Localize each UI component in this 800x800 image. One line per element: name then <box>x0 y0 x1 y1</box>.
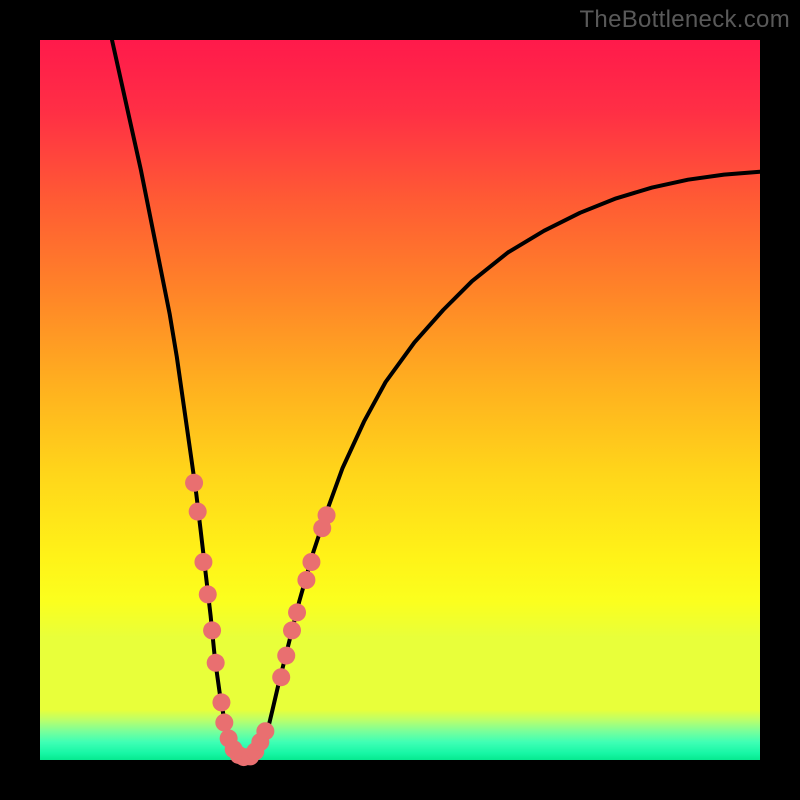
marker <box>215 714 233 732</box>
watermark-text: TheBottleneck.com <box>579 6 790 34</box>
marker <box>194 553 212 571</box>
marker <box>288 603 306 621</box>
marker <box>277 647 295 665</box>
marker <box>297 571 315 589</box>
marker <box>185 474 203 492</box>
marker <box>283 621 301 639</box>
marker <box>203 621 221 639</box>
chart-svg <box>0 0 800 800</box>
marker <box>199 585 217 603</box>
chart-stage: TheBottleneck.com <box>0 0 800 800</box>
plot-gradient <box>40 40 760 760</box>
marker <box>272 668 290 686</box>
marker <box>256 722 274 740</box>
marker <box>207 654 225 672</box>
marker <box>189 503 207 521</box>
marker <box>318 506 336 524</box>
marker <box>302 553 320 571</box>
marker <box>212 693 230 711</box>
